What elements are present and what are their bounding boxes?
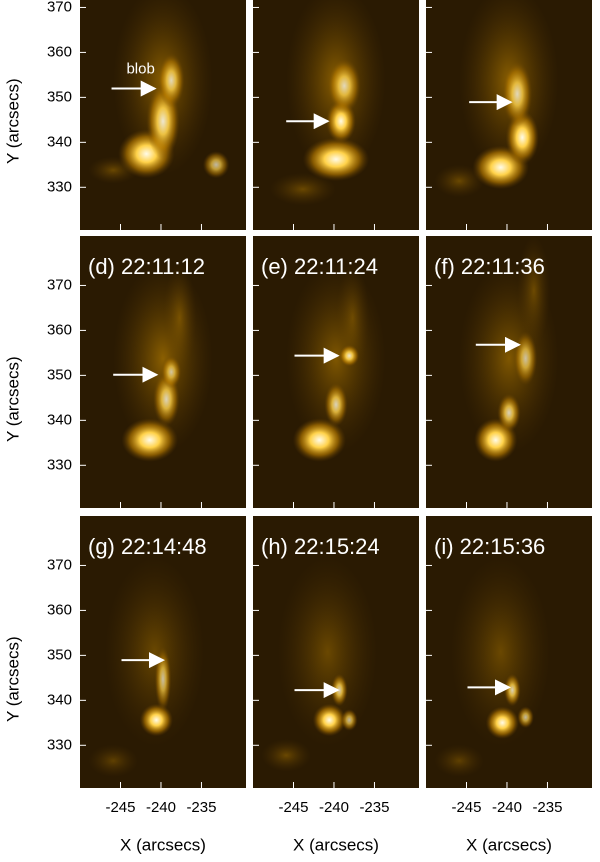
bright-feature — [163, 263, 197, 372]
x-tick-label: -240 — [146, 799, 176, 816]
bright-feature — [450, 556, 551, 748]
bright-feature — [327, 58, 361, 114]
panel-label: (g) 22:14:48 — [88, 534, 207, 559]
bright-feature — [269, 172, 336, 206]
y-tick-label: 340 — [47, 133, 72, 150]
y-tick-label: 330 — [47, 178, 72, 195]
bright-feature — [324, 382, 348, 427]
bright-feature — [121, 418, 178, 462]
x-axis-label: X (arcsecs) — [466, 835, 552, 854]
bright-feature — [485, 706, 519, 740]
y-tick-label: 360 — [47, 601, 72, 618]
panel-label: (d) 22:11:12 — [88, 254, 205, 279]
image-panel — [426, 0, 592, 230]
bright-feature — [104, 556, 205, 748]
bright-feature — [154, 646, 172, 712]
bright-feature — [497, 393, 521, 432]
image-panel: (e) 22:11:24 — [253, 236, 419, 508]
panel-label: (e) 22:11:24 — [261, 254, 378, 279]
x-tick-label: -245 — [278, 799, 308, 816]
bright-feature — [517, 236, 551, 345]
panel-label: (f) 22:11:36 — [434, 254, 545, 279]
bright-feature — [336, 263, 370, 372]
y-axis-label: Y (arcsecs) — [3, 356, 22, 442]
bright-feature — [312, 703, 346, 737]
y-axis-label: Y (arcsecs) — [3, 636, 22, 722]
y-tick-label: 340 — [47, 411, 72, 428]
bright-feature — [292, 418, 346, 462]
image-panel: (h) 22:15:24 -245 -240 -235 — [253, 516, 419, 816]
x-tick-label: -235 — [359, 799, 389, 816]
bright-feature — [502, 61, 533, 127]
x-tick-label: -235 — [186, 799, 216, 816]
y-tick-label: 330 — [47, 456, 72, 473]
y-tick-label: 360 — [47, 321, 72, 338]
image-panel — [253, 0, 419, 230]
bright-feature — [261, 739, 312, 772]
x-axis-label: X (arcsecs) — [293, 835, 379, 854]
x-tick-label: -245 — [105, 799, 135, 816]
bright-feature — [139, 703, 173, 737]
image-panel: (d) 22:11:12 330 340 350 360 370 — [47, 236, 246, 508]
bright-feature — [202, 151, 230, 179]
annotation: blob — [126, 60, 154, 77]
x-tick-label: -235 — [532, 799, 562, 816]
bright-feature — [277, 556, 378, 748]
bright-feature — [158, 53, 185, 108]
x-axis-label: X (arcsecs) — [120, 835, 206, 854]
y-tick-label: 360 — [47, 43, 72, 60]
bright-feature — [340, 709, 358, 731]
y-tick-label: 370 — [47, 556, 72, 573]
image-panel: (f) 22:11:36 — [426, 236, 592, 508]
bright-feature — [517, 706, 534, 729]
bright-feature — [504, 673, 521, 707]
bright-feature — [88, 744, 139, 778]
x-tick-label: -245 — [451, 799, 481, 816]
image-panel: (i) 22:15:36 -245 -240 -235 — [426, 516, 592, 816]
y-tick-label: 340 — [47, 691, 72, 708]
y-tick-label: 370 — [47, 0, 72, 15]
x-tick-label: -240 — [492, 799, 522, 816]
x-tick-label: -240 — [319, 799, 349, 816]
y-tick-label: 330 — [47, 736, 72, 753]
image-panel: blob 330 340 350 360 370 — [47, 0, 246, 230]
y-tick-label: 370 — [47, 276, 72, 293]
bright-feature — [434, 164, 485, 198]
y-tick-label: 350 — [47, 646, 72, 663]
y-axis-label: Y (arcsecs) — [3, 78, 22, 164]
panel-label: (i) 22:15:36 — [434, 534, 545, 559]
y-tick-label: 350 — [47, 88, 72, 105]
y-tick-label: 350 — [47, 366, 72, 383]
bright-feature — [302, 137, 370, 182]
panel-label: (h) 22:15:24 — [261, 534, 380, 559]
bright-feature — [88, 156, 139, 184]
image-panel: (g) 22:14:48 330 340 350 360 370 -245 -240 -235 — [47, 516, 246, 816]
bright-feature — [434, 744, 485, 778]
